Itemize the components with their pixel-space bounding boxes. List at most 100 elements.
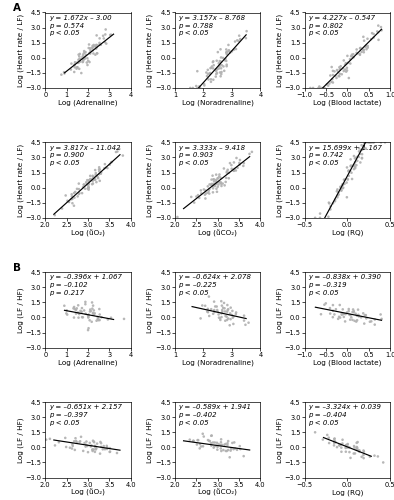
Point	[218, 438, 224, 446]
Point	[70, 304, 76, 312]
Point	[202, 190, 208, 198]
Point	[225, 41, 232, 49]
Point	[380, 458, 387, 466]
Point	[200, 430, 206, 438]
Point	[352, 450, 358, 458]
Point	[219, 308, 225, 316]
X-axis label: Log (Noradrenaline): Log (Noradrenaline)	[182, 359, 254, 366]
Point	[94, 43, 100, 51]
Point	[360, 451, 366, 459]
Point	[344, 64, 350, 72]
Point	[352, 158, 358, 166]
Point	[72, 60, 78, 68]
Point	[79, 304, 85, 312]
Point	[330, 78, 336, 86]
Point	[341, 313, 347, 321]
Point	[93, 446, 99, 454]
Point	[236, 159, 242, 167]
Point	[358, 146, 364, 154]
Point	[245, 318, 252, 326]
Point	[85, 186, 92, 194]
Point	[354, 312, 360, 320]
Point	[218, 58, 224, 66]
Point	[216, 178, 222, 186]
Point	[337, 65, 343, 73]
Point	[368, 138, 375, 146]
Point	[204, 305, 211, 313]
Point	[195, 191, 201, 199]
Point	[82, 442, 89, 450]
Point	[355, 311, 362, 319]
Point	[343, 448, 349, 456]
Point	[66, 198, 72, 206]
Point	[326, 200, 333, 207]
Point	[223, 62, 230, 70]
Point	[365, 138, 371, 146]
Point	[335, 72, 342, 80]
Point	[327, 202, 334, 210]
Point	[349, 308, 356, 316]
Point	[103, 40, 110, 48]
Point	[230, 312, 237, 320]
Point	[350, 50, 357, 58]
Point	[310, 84, 316, 92]
Point	[229, 307, 236, 315]
Point	[208, 442, 214, 450]
Point	[332, 198, 338, 205]
Point	[94, 41, 100, 49]
Point	[71, 438, 77, 446]
Point	[334, 443, 340, 451]
Point	[339, 436, 346, 444]
Point	[80, 51, 86, 59]
Point	[353, 49, 360, 57]
Point	[85, 57, 91, 65]
Text: y = –0.589x + 1.941
p = –0.402
p < 0.05: y = –0.589x + 1.941 p = –0.402 p < 0.05	[178, 404, 251, 426]
Point	[236, 160, 243, 168]
Point	[217, 57, 223, 65]
Point	[226, 47, 232, 55]
Point	[357, 158, 364, 166]
Point	[81, 55, 87, 63]
Point	[89, 176, 95, 184]
Point	[86, 180, 92, 188]
Point	[174, 213, 180, 221]
Point	[208, 76, 214, 84]
Point	[217, 72, 224, 80]
Text: y = –0.624x + 2.078
p = –0.225
p < 0.05: y = –0.624x + 2.078 p = –0.225 p < 0.05	[178, 274, 251, 296]
Point	[87, 175, 93, 183]
Point	[337, 183, 344, 191]
Point	[351, 308, 357, 316]
Point	[348, 168, 355, 176]
Point	[372, 316, 378, 324]
Point	[114, 148, 121, 156]
Point	[76, 190, 82, 198]
Point	[213, 70, 219, 78]
Point	[375, 28, 381, 36]
Y-axis label: Log (Heart rate / LF): Log (Heart rate / LF)	[147, 144, 153, 216]
Point	[344, 194, 350, 202]
Point	[213, 184, 219, 192]
Y-axis label: Log (LF / HF): Log (LF / HF)	[277, 417, 283, 463]
Point	[357, 50, 363, 58]
Point	[208, 78, 214, 86]
Point	[205, 188, 211, 196]
Point	[203, 68, 210, 76]
Point	[363, 45, 370, 53]
Point	[231, 438, 238, 446]
Point	[218, 313, 225, 321]
Point	[217, 58, 223, 66]
Point	[71, 314, 77, 322]
Point	[80, 180, 87, 188]
Point	[219, 302, 225, 310]
Point	[354, 316, 360, 324]
Point	[210, 180, 216, 188]
Point	[90, 50, 97, 58]
Point	[206, 185, 212, 193]
Point	[63, 310, 69, 318]
Point	[223, 178, 229, 186]
Point	[98, 41, 104, 49]
Point	[346, 448, 353, 456]
Point	[343, 59, 349, 67]
Point	[370, 30, 377, 38]
Point	[83, 441, 89, 449]
